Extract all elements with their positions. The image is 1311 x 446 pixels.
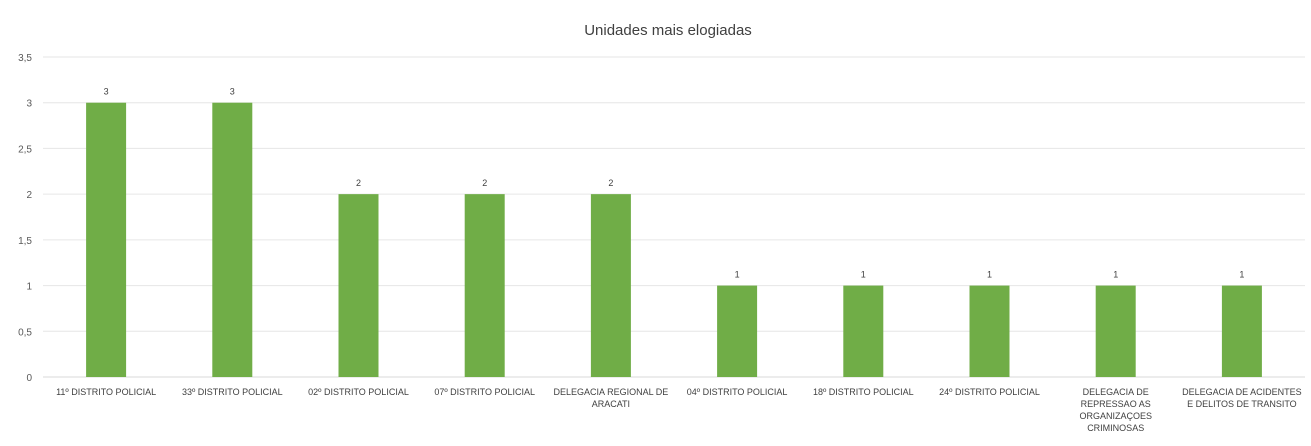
y-tick-label: 0,5 (18, 327, 32, 338)
bar (717, 285, 758, 377)
bar (1095, 285, 1136, 377)
data-labels: 3 3 2 2 2 1 1 1 1 1 (104, 87, 1245, 280)
x-tick-label: 18º DISTRITO POLICIAL (813, 387, 914, 397)
data-label: 2 (482, 178, 487, 188)
bar (590, 194, 631, 377)
x-tick-label: 02º DISTRITO POLICIAL (308, 387, 409, 397)
x-tick-label: 11º DISTRITO POLICIAL (56, 387, 156, 397)
bar (969, 285, 1010, 377)
y-tick-label: 1,5 (18, 236, 32, 247)
data-label: 2 (356, 178, 361, 188)
data-label: 3 (104, 87, 109, 97)
data-label: 1 (1113, 270, 1118, 280)
y-tick-label: 2,5 (18, 144, 32, 155)
bar (843, 285, 884, 377)
x-tick-label: DELEGACIA REGIONAL DE ARACATI (554, 387, 669, 409)
data-label: 1 (861, 270, 866, 280)
y-tick-label: 2 (26, 190, 32, 201)
gridlines (43, 56, 1305, 378)
y-axis-ticks: 0 0,5 1 1,5 2 2,5 3 3,5 (18, 53, 32, 384)
data-label: 3 (230, 87, 235, 97)
x-tick-label: 24º DISTRITO POLICIAL (939, 387, 1040, 397)
chart-title: Unidades mais elogiadas (584, 22, 752, 39)
data-label: 1 (1239, 270, 1244, 280)
y-tick-label: 3 (26, 99, 32, 110)
bar (212, 102, 253, 377)
data-label: 2 (608, 178, 613, 188)
bar (338, 194, 379, 377)
y-tick-label: 1 (26, 282, 32, 293)
x-tick-label: 33º DISTRITO POLICIAL (182, 387, 283, 397)
x-tick-label: 04º DISTRITO POLICIAL (687, 387, 788, 397)
bars (86, 102, 1262, 377)
data-label: 1 (735, 270, 740, 280)
x-tick-label: DELEGACIA DE REPRESSAO AS ORGANIZAÇOES CRIM… (1079, 387, 1152, 433)
y-tick-label: 0 (26, 373, 32, 384)
bar (86, 102, 127, 377)
bar (464, 194, 505, 377)
bar (1221, 285, 1262, 377)
x-tick-label: 07º DISTRITO POLICIAL (434, 387, 535, 397)
data-label: 1 (987, 270, 992, 280)
y-tick-label: 3,5 (18, 53, 32, 64)
x-axis-ticks: 11º DISTRITO POLICIAL 33º DISTRITO POLICI… (56, 387, 1302, 433)
x-tick-label: DELEGACIA DE ACIDENTES E DELITOS DE TRANS… (1182, 387, 1302, 409)
